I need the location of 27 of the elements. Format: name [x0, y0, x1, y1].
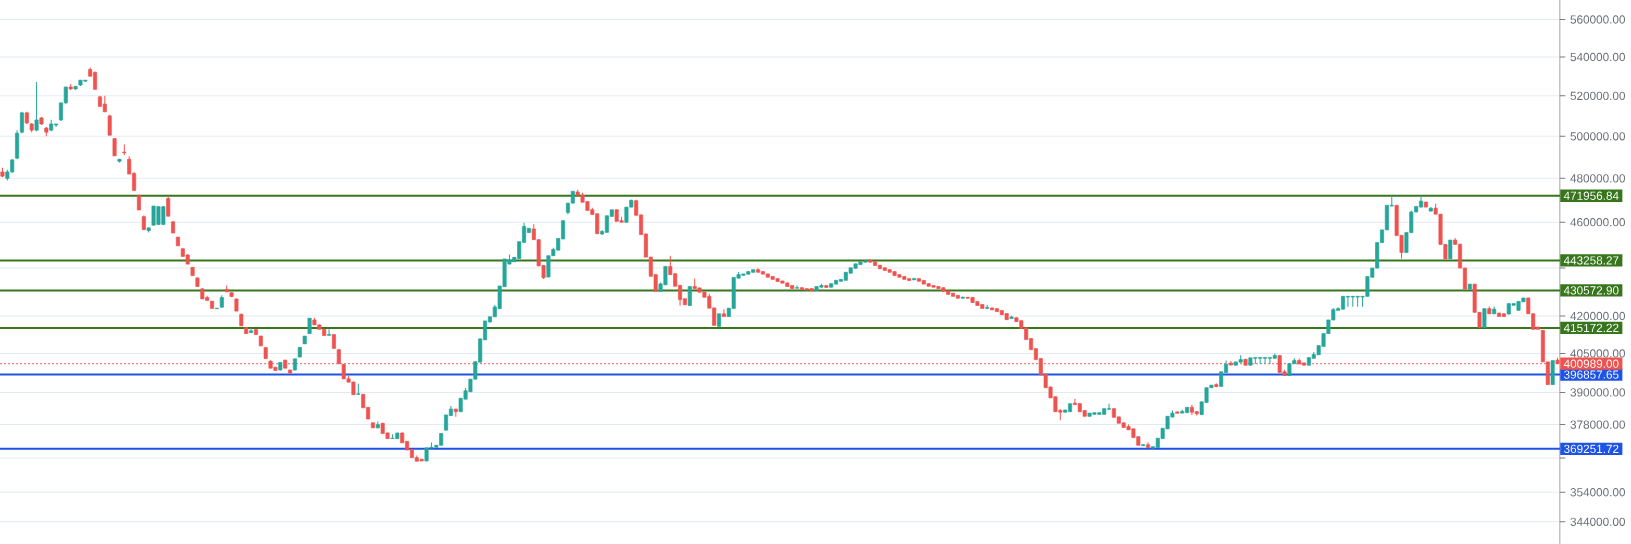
ref-line-label: 443258.27: [1563, 256, 1619, 265]
candlestick: [1482, 308, 1487, 329]
y-tick-label: 460000.00: [1570, 218, 1626, 227]
ref-line-label: 471956.84: [1563, 191, 1619, 200]
y-tick-label: 560000.00: [1570, 15, 1626, 24]
ref-line-label: 400989.00: [1563, 359, 1619, 368]
ref-line-label: 369251.72: [1564, 444, 1619, 453]
y-tick-label: 420000.00: [1570, 311, 1626, 321]
y-tick-label: 520000.00: [1570, 91, 1626, 101]
candlestick: [1550, 360, 1555, 386]
candlestick: [721, 308, 726, 317]
y-tick-label: 480000.00: [1570, 174, 1626, 183]
ref-line-label: 430572.90: [1563, 286, 1619, 295]
y-tick-label: 390000.00: [1570, 388, 1626, 397]
ref-line-label: 396857.65: [1564, 370, 1619, 379]
y-tick-label: 344000.00: [1570, 517, 1626, 526]
y-tick-label: 378000.00: [1570, 420, 1626, 429]
candlestick: [166, 196, 171, 217]
y-tick-label: 540000.00: [1570, 52, 1626, 62]
candlestick: [34, 81, 39, 132]
candlestick: [687, 286, 692, 307]
y-tick-label: 500000.00: [1570, 132, 1626, 141]
candlestick: [1448, 239, 1453, 260]
candlestick: [327, 328, 332, 337]
ref-line-label: 415172.22: [1563, 323, 1619, 333]
y-tick-label: 354000.00: [1570, 488, 1626, 497]
y-tick-label: 405000.00: [1570, 349, 1626, 358]
